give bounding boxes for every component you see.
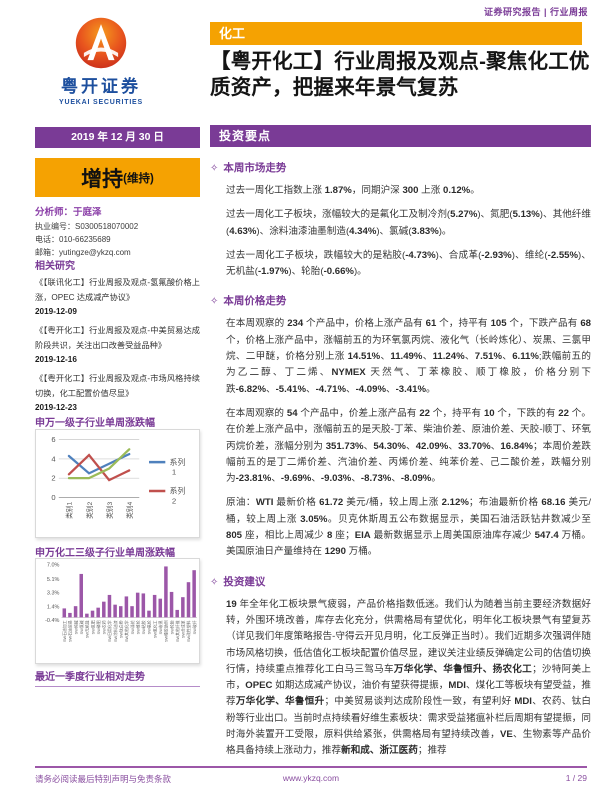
analyst-license: 执业编号：S0300518070002 bbox=[35, 222, 139, 231]
page-footer: 请务必阅读最后特别声明与免责条款 www.ykzq.com 1 / 29 bbox=[35, 773, 587, 785]
svg-text:SW农药: SW农药 bbox=[102, 620, 107, 634]
svg-text:SW氮肥: SW氮肥 bbox=[90, 620, 95, 634]
analyst-phone: 电话：010-66235689 bbox=[35, 234, 111, 244]
report-title: 【粤开化工】行业周报及观点-聚焦化工优质资产，把握来年景气复苏 bbox=[210, 50, 590, 100]
svg-text:SW炭黑: SW炭黑 bbox=[158, 620, 163, 634]
key-points-banner: 投资要点 bbox=[210, 125, 591, 147]
main-content: 投资要点 ✧ 本周市场走势 过去一周化工指数上涨 1.87%，同期沪深 300 上… bbox=[210, 125, 591, 768]
paragraph: 过去一周化工子板块，跌幅较大的是粘胶(-4.73%)、合成革(-2.93%)、维… bbox=[226, 249, 592, 278]
svg-text:3.3%: 3.3% bbox=[47, 591, 60, 597]
svg-text:SW石油贸易: SW石油贸易 bbox=[68, 620, 73, 642]
report-tag: 证券研究报告 | 行业周报 bbox=[483, 7, 588, 17]
svg-text:类别2: 类别2 bbox=[85, 501, 94, 518]
rating-note: (维持) bbox=[123, 172, 154, 185]
svg-text:4: 4 bbox=[51, 455, 55, 464]
svg-text:类别1: 类别1 bbox=[65, 501, 74, 518]
section-heading-advice: ✧ 投资建议 bbox=[210, 575, 266, 588]
svg-text:SW其他化学: SW其他化学 bbox=[124, 620, 129, 642]
svg-text:SW磷肥: SW磷肥 bbox=[96, 620, 101, 634]
chart1-title: 申万一级子行业单周涨跌幅 bbox=[35, 418, 155, 429]
svg-text:SW改性塑料: SW改性塑料 bbox=[186, 620, 191, 642]
related-research-title: 相关研究 bbox=[35, 261, 75, 272]
diamond-bullet-icon: ✧ bbox=[210, 163, 219, 174]
paragraph: 过去一周化工指数上涨 1.87%，同期沪深 300 上涨 0.12%。 bbox=[226, 185, 480, 196]
svg-text:SW纯碱: SW纯碱 bbox=[73, 620, 78, 634]
analyst-email[interactable]: 邮箱：yutingze@ykzq.com bbox=[35, 247, 131, 257]
svg-text:SW氨纶: SW氨纶 bbox=[147, 620, 152, 634]
svg-text:SW维纶: SW维纶 bbox=[135, 620, 140, 634]
related-report-link[interactable]: 《【联讯化工】行业周报及观点-氢氟酸价格上涨，OPEC 达成减产协议》 2019… bbox=[35, 278, 200, 317]
svg-text:系列: 系列 bbox=[170, 486, 186, 496]
svg-text:SW涂料油漆: SW涂料油漆 bbox=[113, 620, 118, 642]
svg-text:SW氟化工: SW氟化工 bbox=[152, 620, 157, 638]
svg-text:系列: 系列 bbox=[170, 457, 186, 467]
svg-text:1: 1 bbox=[172, 467, 176, 476]
footer-disclaimer: 请务必阅读最后特别声明与免责条款 bbox=[35, 774, 172, 784]
analyst-name: 分析师：于庭泽 bbox=[35, 207, 102, 218]
rating-badge: 增持 (维持) bbox=[35, 158, 200, 197]
svg-text:SW氯碱: SW氯碱 bbox=[79, 620, 84, 634]
svg-text:SW合成革: SW合成革 bbox=[181, 620, 186, 638]
svg-text:类别3: 类别3 bbox=[105, 501, 114, 518]
svg-text:SW日用化学: SW日用化学 bbox=[107, 620, 112, 642]
section-heading-price: ✧ 本周价格走势 bbox=[210, 295, 287, 308]
rating-value: 增持 bbox=[81, 167, 124, 191]
svg-text:SW橡胶助剂: SW橡胶助剂 bbox=[164, 620, 169, 642]
brand-name-en: YUEKAI SECURITIES bbox=[59, 99, 143, 106]
section-heading-market: ✧ 本周市场走势 bbox=[210, 162, 287, 174]
footer-page-number: 1 / 29 bbox=[565, 773, 587, 783]
svg-text:5.1%: 5.1% bbox=[47, 577, 60, 583]
related-report-link[interactable]: 《【粤开化工】行业周报及观点-中美贸易达成阶段共识，关注出口改善受益品种》 20… bbox=[35, 325, 200, 365]
analyst-block: 分析师：于庭泽 执业编号：S0300518070002 电话：010-66235… bbox=[35, 204, 200, 259]
chart-sw-level1-weekly-line: 0 2 4 6 类别1 类别2 类别3 类别4 系列 1 系列 2 bbox=[35, 429, 200, 538]
svg-text:SW石油加工: SW石油加工 bbox=[62, 620, 67, 642]
svg-text:1.4%: 1.4% bbox=[47, 605, 60, 611]
svg-text:-0.4%: -0.4% bbox=[45, 618, 60, 624]
paragraph: 在本周观察的 234 个产品中，价格上涨产品有 61 个，持平有 105 个，下… bbox=[226, 318, 591, 395]
industry-banner: 化工 bbox=[210, 22, 582, 45]
paragraph: 19 年全年化工板块景气疲弱，产品价格指数低迷。我们认为随着当前主要经济数据好转… bbox=[226, 598, 592, 757]
report-date: 2019 年 12 月 30 日 bbox=[35, 127, 200, 148]
footer-site-link[interactable]: www.ykzq.com bbox=[282, 773, 340, 783]
svg-text:SW玻纤: SW玻纤 bbox=[192, 620, 197, 634]
svg-text:6: 6 bbox=[51, 435, 55, 444]
diamond-bullet-icon: ✧ bbox=[210, 576, 219, 588]
svg-text:SW轮胎: SW轮胎 bbox=[169, 620, 174, 634]
svg-text:类别4: 类别4 bbox=[125, 501, 134, 518]
svg-text:7.0%: 7.0% bbox=[47, 563, 60, 569]
svg-text:SW粘胶: SW粘胶 bbox=[141, 620, 146, 634]
brand-logo: 粤开证券 YUEKAI SECURITIES bbox=[34, 16, 168, 106]
brand-name-cn: 粤开证券 bbox=[61, 77, 141, 96]
paragraph: 原油：WTI 最新价格 61.72 美元/桶，较上周上涨 2.12%；布油最新价… bbox=[226, 497, 591, 558]
svg-text:SW涤纶: SW涤纶 bbox=[130, 620, 135, 634]
svg-text:SW其他纤维: SW其他纤维 bbox=[175, 620, 180, 642]
svg-text:SW钛白粉: SW钛白粉 bbox=[118, 620, 123, 638]
chart-sw-level3-weekly-bar: 7.0% 5.1% 3.3% 1.4% -0.4% SW石油加工 SW石油贸易 SW纯碱 SW氯… bbox=[35, 558, 200, 664]
paragraph: 过去一周化工子板块，涨幅较大的是氟化工及制冷剂(5.27%)、氮肥(5.13%)… bbox=[226, 209, 592, 237]
chart2-title: 申万化工三级子行业单周涨跌幅 bbox=[35, 548, 175, 559]
footer-divider bbox=[35, 766, 587, 768]
yuekai-logo-icon bbox=[75, 17, 127, 69]
svg-text:2: 2 bbox=[172, 496, 176, 505]
chart3-title: 最近一季度行业相对走势 bbox=[35, 668, 200, 687]
svg-text:SW无机盐: SW无机盐 bbox=[85, 620, 90, 638]
diamond-bullet-icon: ✧ bbox=[210, 296, 219, 308]
paragraph: 在本周观察的 54 个产品中，价差上涨产品有 22 个，持平有 10 个，下跌的… bbox=[226, 407, 592, 485]
svg-text:2: 2 bbox=[51, 474, 55, 483]
svg-text:0: 0 bbox=[51, 493, 55, 502]
related-report-link[interactable]: 《【粤开化工】行业周报及观点-市场风格持续切换，化工配置价值尽显》 2019-1… bbox=[35, 373, 200, 413]
related-research: 相关研究 《【联讯化工】行业周报及观点-氢氟酸价格上涨，OPEC 达成减产协议》… bbox=[35, 257, 200, 416]
